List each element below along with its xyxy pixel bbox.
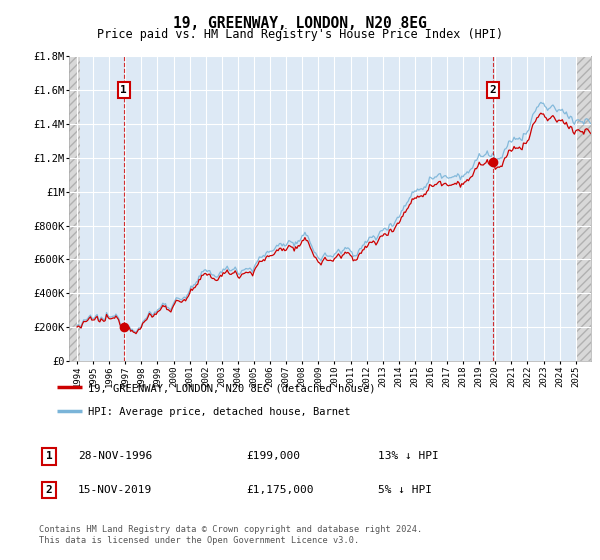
Text: 2: 2 (490, 85, 497, 95)
Text: 2: 2 (46, 485, 53, 495)
Text: 19, GREENWAY, LONDON, N20 8EG: 19, GREENWAY, LONDON, N20 8EG (173, 16, 427, 31)
Text: 1: 1 (121, 85, 127, 95)
Bar (69, 56, 78, 361)
Text: 28-NOV-1996: 28-NOV-1996 (78, 451, 152, 461)
Text: Contains HM Land Registry data © Crown copyright and database right 2024.
This d: Contains HM Land Registry data © Crown c… (39, 525, 422, 545)
Text: £1,175,000: £1,175,000 (246, 485, 314, 495)
Bar (577, 56, 591, 361)
Bar (69, 56, 80, 361)
Text: 19, GREENWAY, LONDON, N20 8EG (detached house): 19, GREENWAY, LONDON, N20 8EG (detached … (88, 383, 376, 393)
Text: 15-NOV-2019: 15-NOV-2019 (78, 485, 152, 495)
Text: 1: 1 (46, 451, 53, 461)
Text: 5% ↓ HPI: 5% ↓ HPI (378, 485, 432, 495)
Text: Price paid vs. HM Land Registry's House Price Index (HPI): Price paid vs. HM Land Registry's House … (97, 28, 503, 41)
Text: HPI: Average price, detached house, Barnet: HPI: Average price, detached house, Barn… (88, 407, 350, 417)
Text: £199,000: £199,000 (246, 451, 300, 461)
Text: 13% ↓ HPI: 13% ↓ HPI (378, 451, 439, 461)
